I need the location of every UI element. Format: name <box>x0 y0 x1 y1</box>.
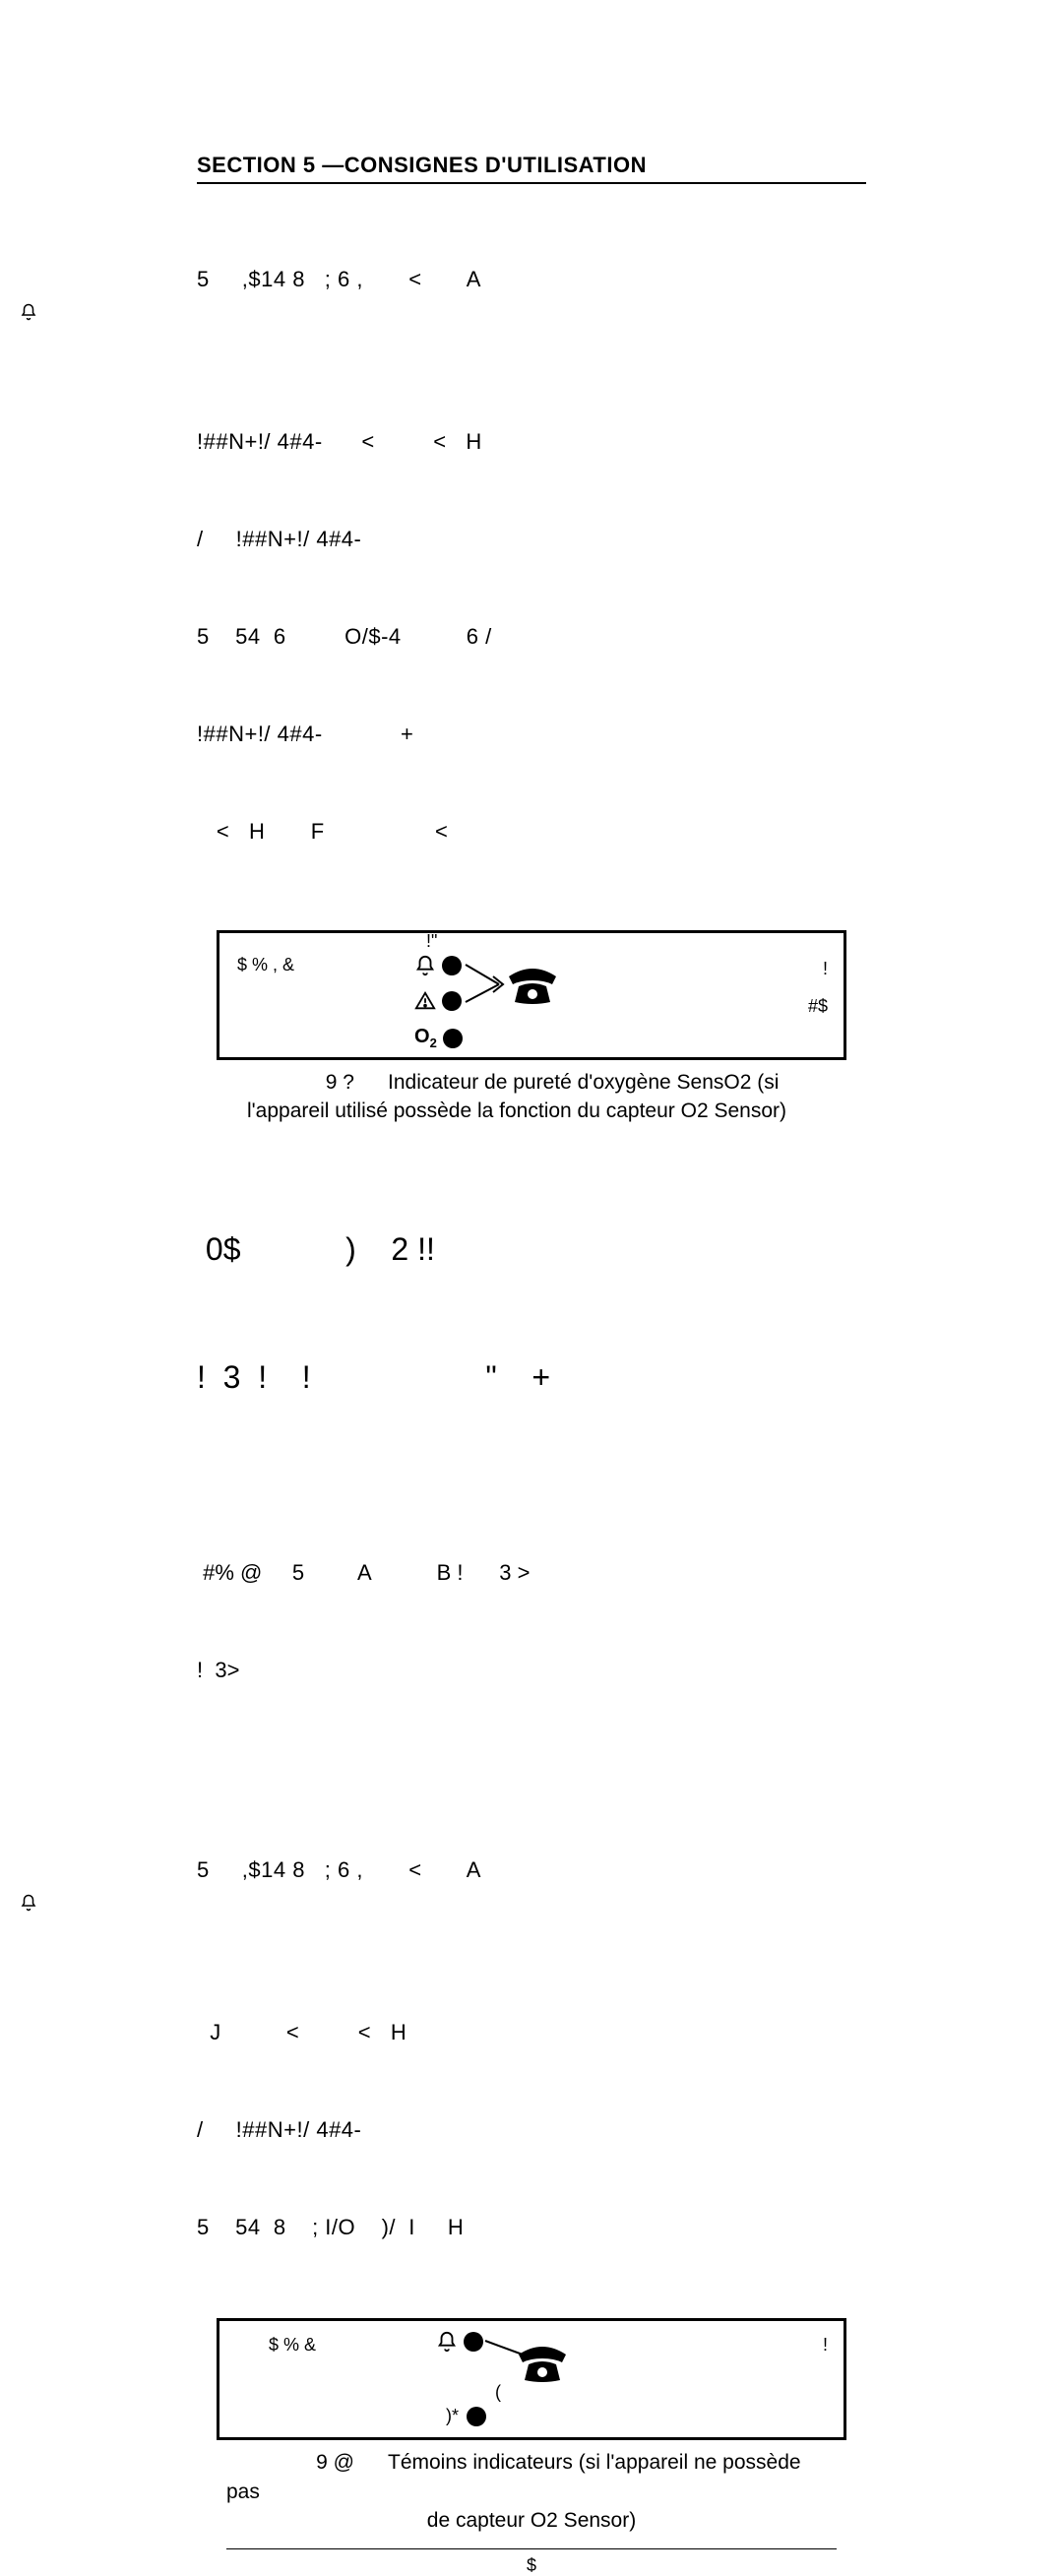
dot-icon <box>442 956 462 975</box>
indicator-panel-2: $ % & ! ( )* <box>217 2318 846 2440</box>
caption1-lead: 9 ? <box>226 1068 388 1097</box>
text: 5 ,$14 8 ; 6 , < A <box>197 1857 481 1882</box>
p1-l5: !##N+!/ 4#4- + <box>197 718 866 750</box>
s2-l1: #% @ 5 A B ! 3 > <box>197 1556 866 1589</box>
indicator-panel-1: $ % , & !" ! #$ O2 <box>217 930 846 1060</box>
heading-explanation: 0$ ) 2 !! ! 3 ! ! " + <box>197 1144 866 1484</box>
figure-caption-2: 9 @Témoins indicateurs (si l'appareil ne… <box>226 2448 837 2535</box>
panel1-left-label: $ % , & <box>237 955 294 975</box>
text: 2 <box>430 1036 437 1050</box>
page-number: $ <box>197 2555 866 2576</box>
h2-l1: 0$ ) 2 !! <box>197 1228 866 1271</box>
s2-l2: ! 3> <box>197 1654 866 1686</box>
dot-icon <box>464 2332 483 2352</box>
caption1-text2: l'appareil utilisé possède la fonction d… <box>197 1097 837 1125</box>
panel2-row-bottom: )* <box>446 2406 486 2426</box>
panel2-right-label-1: ! <box>823 2335 828 2356</box>
dot-icon <box>443 1029 463 1048</box>
panel2-mid-label: ( <box>495 2382 501 2403</box>
p1-l2: !##N+!/ 4#4- < < H <box>197 425 866 458</box>
footer-rule <box>226 2548 837 2549</box>
telephone-icon <box>515 2345 570 2384</box>
panel2-left-label: $ % & <box>269 2335 316 2356</box>
caption1-text1: Indicateur de pureté d'oxygène SensO2 (s… <box>388 1071 779 1094</box>
figure-caption-1: 9 ?Indicateur de pureté d'oxygène SensO2… <box>226 1068 837 1126</box>
dot-icon <box>442 991 462 1011</box>
text: 5 ,$14 8 ; 6 , < A <box>197 267 481 291</box>
panel2-row-bell <box>436 2331 483 2353</box>
bell-icon <box>414 955 436 976</box>
sub-explanation: #% @ 5 A B ! 3 > ! 3> <box>197 1491 866 1751</box>
panel1-row-bell <box>414 955 462 976</box>
page: SECTION 5 —CONSIGNES D'UTILISATION 5 ,$1… <box>0 0 1063 1375</box>
text: O <box>414 1026 430 1047</box>
panel1-top-label: !" <box>426 931 437 952</box>
caption2-text2: de capteur O2 Sensor) <box>226 2506 837 2535</box>
panel1-row-o2: O2 <box>414 1026 463 1050</box>
p1-l6: < H F < <box>197 815 866 848</box>
caption2-lead: 9 @ <box>226 2448 388 2477</box>
p2-l2: J < < H <box>197 2016 866 2048</box>
p1-l3: / !##N+!/ 4#4- <box>197 523 866 555</box>
panel1-right-label-1: ! <box>823 959 828 979</box>
bell-icon <box>20 303 37 321</box>
panel1-row-warning <box>414 990 462 1012</box>
o2-label: O2 <box>414 1026 437 1050</box>
p1-l4: 5 54 6 O/$-4 6 / <box>197 620 866 653</box>
panel1-right-label-2: #$ <box>808 996 828 1017</box>
p2-l1: 5 ,$14 8 ; 6 , < A <box>197 1853 866 1951</box>
warning-triangle-icon <box>414 990 436 1012</box>
p1-l1: 5 ,$14 8 ; 6 , < A <box>197 263 866 360</box>
h2-l2: ! 3 ! ! " + <box>197 1356 866 1399</box>
dot-icon <box>467 2407 486 2426</box>
paragraph-2: 5 ,$14 8 ; 6 , < A J < < H / !##N+!/ 4#4… <box>197 1789 866 2308</box>
paragraph-1: 5 ,$14 8 ; 6 , < A !##N+!/ 4#4- < < H / … <box>197 198 866 912</box>
p2-l3: / !##N+!/ 4#4- <box>197 2113 866 2146</box>
bell-icon <box>20 1894 37 1912</box>
panel2-bottom-label: )* <box>446 2406 459 2426</box>
p2-l4: 5 54 8 ; I/O )/ I H <box>197 2211 866 2243</box>
telephone-icon <box>505 967 560 1006</box>
section-header: SECTION 5 —CONSIGNES D'UTILISATION <box>197 153 866 184</box>
bell-icon <box>436 2331 458 2353</box>
